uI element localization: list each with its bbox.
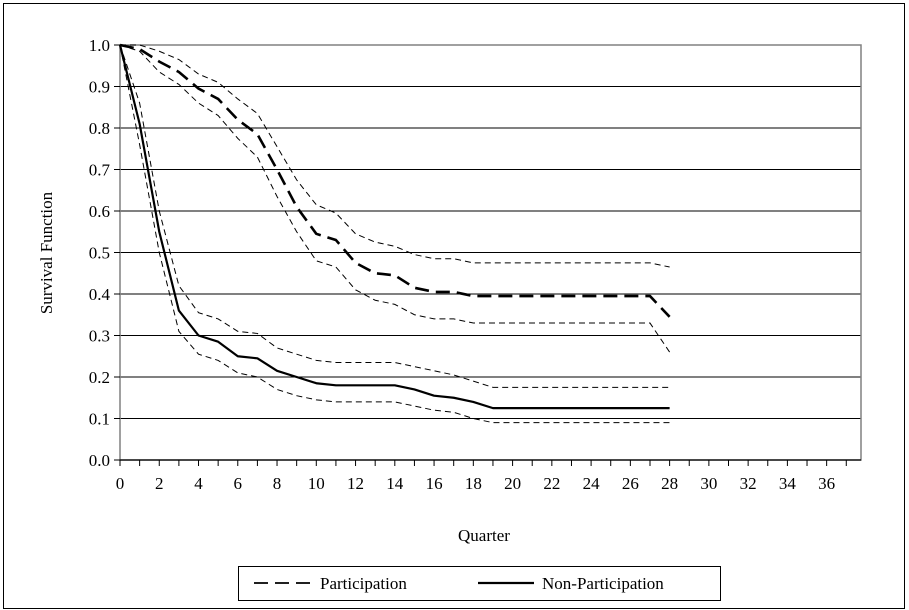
participation-ci-lower-line	[119, 44, 671, 353]
x-tick-label: 4	[194, 474, 203, 493]
x-tick-label: 0	[116, 474, 125, 493]
y-tick-label: 0.0	[89, 451, 110, 470]
x-tick-label: 12	[347, 474, 364, 493]
legend: Participation Non-Participation	[238, 566, 721, 601]
x-tick-label: 20	[504, 474, 521, 493]
y-tick-label: 0.6	[89, 202, 110, 221]
y-tick-label: 1.0	[89, 36, 110, 55]
x-tick-label: 18	[465, 474, 482, 493]
axes: 0.00.10.20.30.40.50.60.70.80.91.00 2 4 6 8 10…	[89, 36, 861, 493]
y-tick-label: 0.8	[89, 119, 110, 138]
x-tick-label: 32	[740, 474, 757, 493]
non-participation-ci-lower-line	[119, 44, 670, 424]
chart-frame	[3, 3, 905, 609]
x-tick-label: 30	[700, 474, 717, 493]
legend-label-participation: Participation	[320, 574, 407, 593]
x-tick-label: 8	[273, 474, 282, 493]
x-tick-label: 34	[779, 474, 797, 493]
x-tick-label: 2	[155, 474, 164, 493]
y-tick-label: 0.5	[89, 244, 110, 263]
x-tick-label: 26	[622, 474, 639, 493]
x-tick-label: 22	[543, 474, 560, 493]
y-tick-label: 0.9	[89, 78, 110, 97]
x-tick-label: 36	[818, 474, 835, 493]
y-tick-label: 0.2	[89, 368, 110, 387]
participation-ci-upper-line	[120, 44, 670, 268]
x-axis-label: Quarter	[458, 526, 510, 545]
legend-label-non-participation: Non-Participation	[542, 574, 664, 593]
x-tick-label: 24	[583, 474, 601, 493]
x-tick-label: 14	[386, 474, 404, 493]
x-tick-label: 28	[661, 474, 678, 493]
y-tick-label: 0.1	[89, 410, 110, 429]
x-tick-label: 16	[426, 474, 443, 493]
series-lines	[118, 43, 671, 424]
y-axis-label: Survival Function	[37, 191, 56, 314]
non-participation-ci-upper-line	[119, 44, 670, 388]
y-tick-label: 0.7	[89, 161, 111, 180]
non-participation-series-line	[118, 44, 670, 410]
y-tick-label: 0.3	[89, 327, 110, 346]
x-tick-label: 10	[308, 474, 325, 493]
y-tick-label: 0.4	[89, 285, 111, 304]
participation-series-line	[119, 43, 671, 318]
x-tick-label: 6	[234, 474, 243, 493]
